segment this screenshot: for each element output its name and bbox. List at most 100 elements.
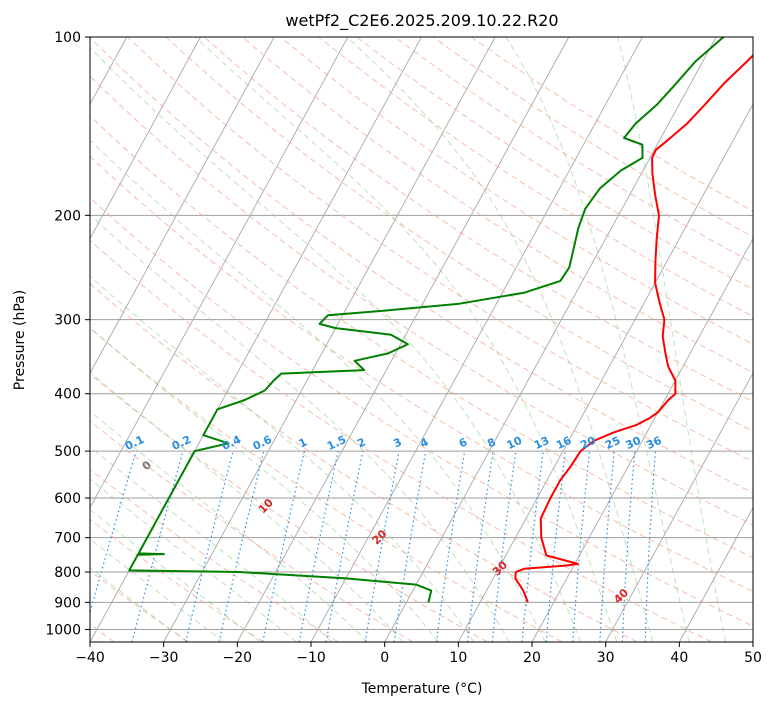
dry-adiabat bbox=[90, 37, 753, 494]
plot-frame bbox=[89, 36, 754, 643]
dry-adiabat bbox=[90, 75, 753, 526]
isotherm bbox=[531, 237, 753, 642]
mixing-ratio-line bbox=[521, 451, 544, 642]
mixing-ratio-line bbox=[621, 451, 636, 642]
mixing-ratio-line bbox=[262, 450, 305, 642]
x-tick-label: −40 bbox=[75, 650, 105, 666]
dry-adiabat-label: 30 bbox=[490, 558, 510, 578]
x-axis-title: Temperature (°C) bbox=[361, 681, 483, 697]
x-tick-label: 20 bbox=[523, 650, 541, 666]
dewpoint-profile-line bbox=[128, 37, 725, 603]
dry-adiabat bbox=[90, 239, 712, 642]
x-tick-label: 10 bbox=[449, 650, 467, 666]
mixing-ratio-line bbox=[325, 450, 364, 642]
dry-adiabat bbox=[356, 37, 753, 290]
moist-adiabat bbox=[90, 46, 582, 642]
mixing-ratio-label: 2 bbox=[355, 435, 367, 450]
dry-adiabat bbox=[280, 37, 753, 345]
moist-adiabat bbox=[90, 538, 225, 642]
mixing-ratio-line bbox=[393, 450, 427, 642]
isotherm bbox=[678, 506, 753, 642]
mixing-ratio-line bbox=[491, 451, 517, 642]
dry-adiabat bbox=[90, 468, 339, 642]
mixing-ratio-line bbox=[435, 451, 466, 642]
mixing-ratio-line bbox=[466, 451, 494, 642]
isotherm bbox=[384, 37, 717, 642]
x-tick-label: 40 bbox=[670, 650, 688, 666]
x-tick-label: 50 bbox=[744, 650, 762, 666]
dry-adiabat bbox=[241, 37, 753, 374]
isotherm bbox=[457, 103, 753, 642]
dry-adiabat bbox=[394, 37, 753, 264]
dry-adiabat bbox=[90, 197, 753, 627]
background-lines bbox=[90, 37, 753, 642]
mixing-ratio-label: 30 bbox=[624, 434, 644, 452]
mixing-ratio-line bbox=[545, 451, 566, 642]
mixing-ratio-label: 0.6 bbox=[251, 433, 274, 453]
dry-adiabat bbox=[318, 37, 753, 318]
moist-adiabat bbox=[195, 37, 618, 642]
chart-title: wetPf2_C2E6.2025.209.10.22.R20 bbox=[285, 11, 558, 31]
moist-adiabat bbox=[90, 410, 369, 642]
dry-adiabat bbox=[90, 155, 753, 592]
dry-adiabat bbox=[90, 518, 264, 642]
dry-adiabat-label: 10 bbox=[256, 496, 276, 516]
y-tick-label: 500 bbox=[54, 444, 81, 460]
mixing-ratio-line bbox=[572, 451, 591, 642]
moist-adiabat bbox=[90, 567, 188, 642]
isotherm bbox=[605, 372, 753, 642]
mixing-ratio-label: 4 bbox=[418, 435, 431, 450]
mixing-ratio-label: 0.2 bbox=[170, 433, 193, 453]
y-tick-label: 1000 bbox=[45, 622, 81, 638]
mixing-ratio-label: 36 bbox=[644, 434, 664, 452]
mixing-ratio-label: 25 bbox=[603, 434, 622, 452]
y-axis-title: Pressure (hPa) bbox=[12, 290, 28, 390]
moist-adiabat bbox=[90, 139, 546, 642]
dry-adiabat bbox=[90, 420, 414, 642]
moist-adiabat bbox=[505, 37, 690, 642]
mixing-ratio-label: 10 bbox=[505, 434, 525, 452]
moist-adiabat bbox=[90, 445, 333, 642]
profile-lines bbox=[128, 37, 753, 603]
dry-adiabat bbox=[90, 373, 488, 642]
isotherm bbox=[163, 37, 496, 642]
mixing-ratio-line bbox=[644, 451, 657, 642]
moist-adiabat bbox=[617, 37, 727, 642]
moist-adiabat bbox=[90, 509, 261, 642]
mixing-ratio-line bbox=[298, 450, 339, 642]
mixing-ratio-label: 16 bbox=[554, 434, 574, 452]
isotherm bbox=[236, 37, 570, 642]
moist-adiabat bbox=[90, 478, 297, 642]
y-tick-label: 200 bbox=[54, 208, 81, 224]
axes: −40 −30 −20 −10 0 10 20 30 40 5010020030040050060… bbox=[45, 30, 762, 666]
dry-adiabat-label: 40 bbox=[611, 586, 631, 606]
mixing-ratio-label: 8 bbox=[485, 435, 497, 450]
moist-adiabat bbox=[346, 37, 654, 642]
mixing-ratio-label: 3 bbox=[391, 435, 403, 450]
y-tick-label: 700 bbox=[54, 531, 81, 547]
y-tick-label: 900 bbox=[54, 595, 81, 611]
moist-adiabat bbox=[90, 326, 439, 642]
isotherm bbox=[90, 37, 349, 509]
x-tick-label: 0 bbox=[380, 650, 389, 666]
x-tick-label: −20 bbox=[223, 650, 253, 666]
moist-adiabat bbox=[90, 371, 404, 642]
isotherm bbox=[90, 37, 201, 240]
x-tick-label: 30 bbox=[597, 650, 615, 666]
dry-adiabat-label: 0 bbox=[140, 458, 155, 473]
mixing-ratio-label: 0.4 bbox=[220, 433, 243, 453]
dry-adiabat bbox=[165, 37, 753, 432]
y-tick-label: 300 bbox=[54, 313, 81, 329]
mixing-ratio-label: 0.1 bbox=[123, 433, 146, 453]
y-tick-label: 400 bbox=[54, 387, 81, 403]
x-tick-label: −30 bbox=[149, 650, 179, 666]
moist-adiabat bbox=[90, 213, 510, 642]
dry-adiabat bbox=[90, 327, 563, 642]
mixing-ratio-label: 20 bbox=[578, 434, 598, 452]
dry-adiabat bbox=[90, 282, 638, 642]
mixing-ratio-label: 1 bbox=[297, 435, 309, 450]
temperature-profile-line bbox=[514, 53, 753, 603]
y-tick-label: 600 bbox=[54, 491, 81, 507]
y-tick-label: 800 bbox=[54, 565, 81, 581]
